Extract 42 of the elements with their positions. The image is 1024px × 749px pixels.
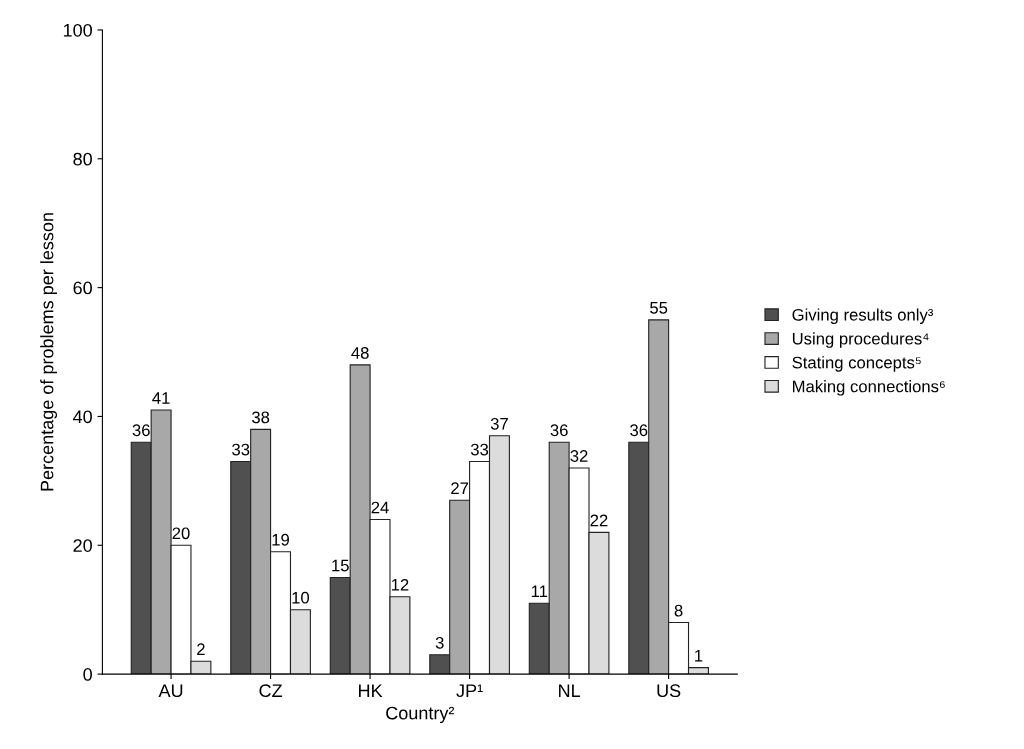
data-label: 20: [172, 527, 190, 540]
y-tick-label: 0: [83, 668, 92, 681]
data-label: 55: [650, 302, 668, 314]
x-tick-label: HK: [359, 684, 383, 697]
y-tick-label: 60: [73, 281, 92, 295]
data-label: 22: [590, 514, 608, 527]
data-label: 36: [550, 424, 568, 437]
data-label: 24: [371, 501, 389, 514]
y-tick-label: 40: [73, 410, 92, 424]
y-tick-label: 80: [73, 152, 92, 166]
x-tick-label: CZ: [259, 684, 283, 698]
data-label: 37: [490, 417, 508, 430]
data-label: 10: [292, 591, 310, 604]
data-label: 27: [451, 482, 469, 494]
y-tick-label: 100: [63, 23, 92, 37]
data-label: 33: [470, 443, 489, 456]
data-label: 1: [695, 649, 703, 662]
data-label: 2: [197, 643, 205, 655]
data-label: 12: [391, 578, 409, 591]
data-label: 38: [251, 411, 270, 424]
data-label: 32: [570, 450, 588, 462]
data-label: 15: [332, 559, 349, 572]
x-tick-label: JP¹: [456, 684, 483, 698]
x-tick-label: NL: [559, 684, 581, 697]
data-label: 36: [630, 424, 648, 437]
data-label: 41: [152, 392, 170, 404]
data-label: 36: [132, 424, 150, 437]
legend-label: Giving results only³: [792, 308, 934, 324]
legend-label: Making connections⁶: [793, 380, 945, 396]
y-axis-title: Percentage of problems per lesson: [40, 213, 57, 491]
data-label: 33: [232, 443, 250, 456]
data-label: 8: [674, 604, 683, 617]
y-tick-label: 20: [73, 539, 92, 552]
data-label: 11: [531, 585, 548, 598]
data-label: 19: [272, 533, 289, 546]
data-label: 3: [435, 636, 444, 649]
x-tick-label: AU: [158, 684, 183, 698]
legend-label: Stating concepts⁵: [792, 356, 921, 372]
x-axis-title: Country²: [386, 706, 455, 724]
x-tick-label: US: [657, 684, 681, 698]
data-label: 48: [351, 347, 369, 359]
legend-label: Using procedures⁴: [792, 332, 929, 348]
